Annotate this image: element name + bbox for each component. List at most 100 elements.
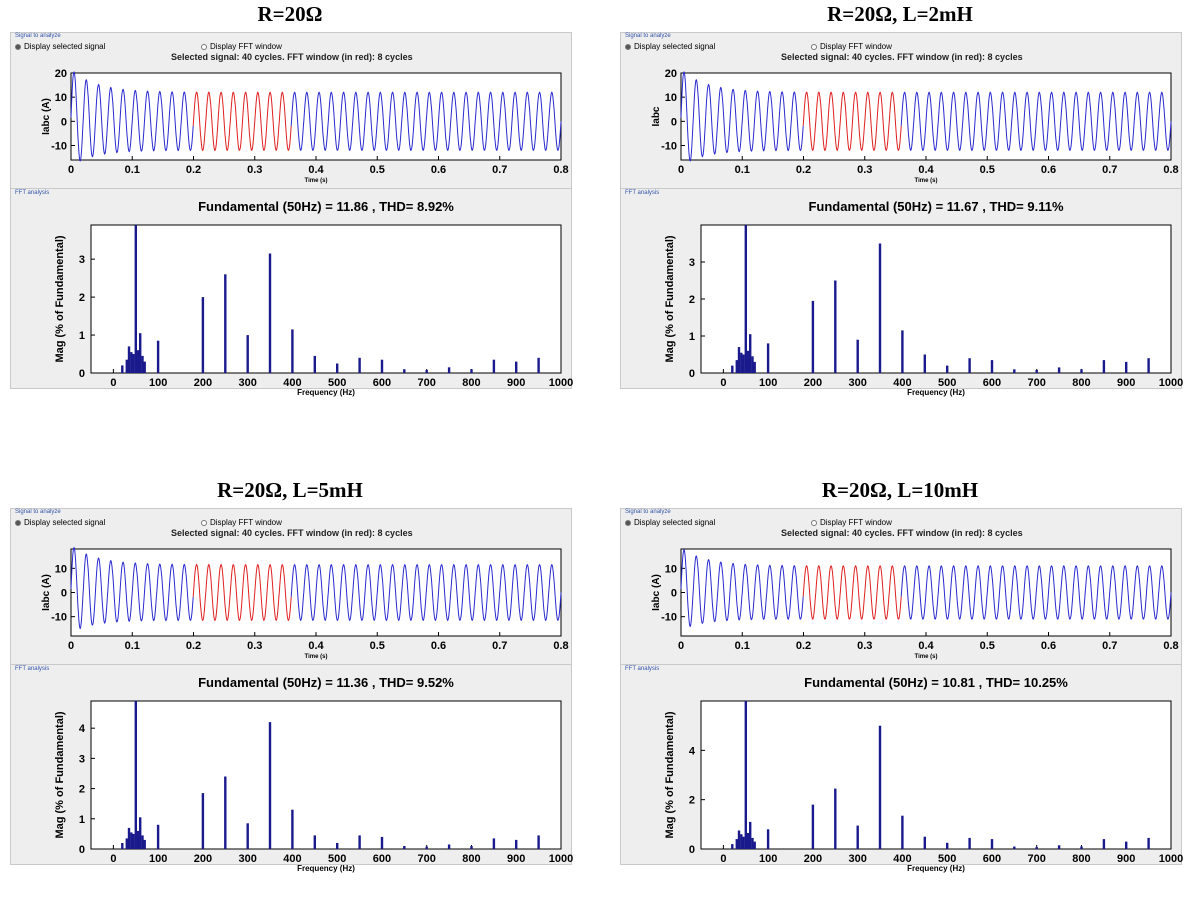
y-tick-label: 0	[689, 368, 695, 380]
y-tick-label: 2	[79, 784, 85, 796]
x-tick-label: 0.2	[796, 640, 811, 652]
powergui-window: Signal to analyze Display selected signa…	[620, 508, 1183, 873]
signal-line	[680, 71, 804, 162]
group-separator	[11, 664, 571, 665]
x-tick-label: 400	[893, 377, 911, 389]
display-selected-signal-radio[interactable]: Display selected signal	[625, 518, 715, 527]
x-tick-label: 0	[68, 164, 74, 176]
signal-group-label: Signal to analyze	[15, 33, 61, 39]
x-tick-label: 900	[507, 377, 525, 389]
harmonic-bar	[746, 350, 750, 373]
signal-line	[900, 565, 1172, 620]
plot-area	[700, 700, 1172, 850]
x-tick-label: 600	[983, 853, 1001, 865]
harmonic-bar	[834, 788, 837, 849]
harmonic-bar	[751, 837, 754, 849]
y-tick-label: 4	[79, 723, 86, 735]
harmonic-bar	[1080, 846, 1083, 849]
x-tick-label: 700	[1028, 377, 1046, 389]
harmonic-bar	[425, 370, 428, 373]
y-tick-label: 0	[671, 588, 677, 600]
y-tick-label: 1	[79, 330, 85, 342]
y-axis-label: Iabc (A)	[41, 574, 52, 611]
radio-unselected-icon	[201, 43, 207, 50]
y-tick-label: 1	[689, 331, 695, 343]
harmonic-bar	[130, 832, 133, 849]
harmonic-bar	[291, 329, 294, 373]
harmonic-bar	[121, 365, 124, 373]
harmonic-bar	[141, 355, 144, 373]
harmonic-bar	[132, 354, 135, 373]
x-tick-label: 400	[893, 853, 911, 865]
harmonic-bar	[749, 334, 752, 373]
fft-title: Fundamental (50Hz) = 11.67 , THD= 9.11%	[808, 199, 1063, 214]
harmonic-bar	[1057, 845, 1061, 849]
x-tick-label: 0.8	[1163, 164, 1178, 176]
harmonic-bar	[766, 829, 770, 849]
harmonic-bar	[515, 361, 518, 373]
x-tick-label: 200	[194, 853, 212, 865]
x-tick-label: 300	[848, 377, 866, 389]
harmonic-bar	[737, 830, 741, 849]
x-tick-label: 100	[149, 853, 167, 865]
display-selected-signal-radio[interactable]: Display selected signal	[15, 42, 105, 51]
display-selected-signal-radio[interactable]: Display selected signal	[15, 518, 105, 527]
radio-selected-icon	[15, 519, 21, 526]
selected-signal-info: Selected signal: 40 cycles. FFT window (…	[781, 52, 1023, 62]
harmonic-bar	[766, 343, 770, 373]
x-tick-label: 0.8	[553, 640, 568, 652]
x-tick-label: 0.7	[492, 164, 507, 176]
y-tick-label: 0	[79, 844, 85, 856]
x-tick-label: 700	[418, 853, 436, 865]
harmonic-bar	[856, 825, 859, 849]
harmonic-bar	[1057, 367, 1061, 373]
x-tick-label: 0.1	[735, 640, 750, 652]
x-tick-label: 900	[507, 853, 525, 865]
x-tick-label: 500	[328, 853, 346, 865]
x-axis-label: Time (s)	[915, 654, 938, 660]
harmonic-bar	[403, 369, 406, 373]
harmonic-bar	[811, 300, 815, 373]
powergui-window: Signal to analyze Display selected signa…	[10, 508, 573, 873]
harmonic-bar	[742, 354, 745, 373]
powergui-window: Signal to analyze Display selected signa…	[10, 32, 573, 397]
harmonic-bar	[125, 359, 128, 373]
harmonic-bar	[313, 835, 316, 849]
harmonic-bar	[1102, 839, 1106, 849]
harmonic-bar	[1147, 837, 1150, 849]
display-fft-window-radio[interactable]: Display FFT window	[201, 518, 282, 527]
panel-title: R=20Ω	[257, 2, 323, 26]
display-fft-window-radio[interactable]: Display FFT window	[811, 42, 892, 51]
y-axis-label: Iabc (A)	[651, 574, 662, 611]
harmonic-bar	[968, 837, 971, 849]
fft-group-label: FFT analysis	[15, 666, 50, 672]
harmonic-bar	[1013, 846, 1016, 849]
signal-line	[70, 546, 194, 630]
harmonic-bar	[246, 335, 249, 373]
powergui-window: Signal to analyze Display selected signa…	[620, 32, 1183, 397]
display-fft-window-radio[interactable]: Display FFT window	[201, 42, 282, 51]
signal-line	[70, 71, 194, 162]
harmonic-bar	[1147, 358, 1150, 373]
signal-line	[680, 548, 804, 628]
x-tick-label: 0.5	[370, 640, 385, 652]
display-fft-window-radio[interactable]: Display FFT window	[811, 518, 892, 527]
x-tick-label: 0	[720, 377, 726, 389]
harmonic-bar	[130, 352, 133, 373]
harmonic-bar	[136, 830, 140, 849]
x-tick-label: 200	[804, 377, 822, 389]
y-tick-label: 2	[689, 294, 695, 306]
signal-group-label: Signal to analyze	[15, 509, 61, 515]
harmonic-bar	[537, 357, 540, 373]
x-tick-label: 900	[1117, 853, 1135, 865]
fft-plot: Fundamental (50Hz) = 11.36 , THD= 9.52% 0…	[54, 675, 573, 873]
y-axis-label: Mag (% of Fundamental)	[664, 235, 676, 362]
harmonic-bar	[968, 358, 971, 373]
x-tick-label: 700	[1028, 853, 1046, 865]
panel-r20-l10mh: R=20Ω, L=10mH Signal to analyze Display …	[620, 478, 1183, 873]
harmonic-bar	[336, 843, 339, 849]
harmonic-bar	[946, 365, 949, 373]
y-axis-label: Mag (% of Fundamental)	[54, 711, 66, 838]
harmonic-bar	[751, 356, 754, 373]
display-selected-signal-radio[interactable]: Display selected signal	[625, 42, 715, 51]
